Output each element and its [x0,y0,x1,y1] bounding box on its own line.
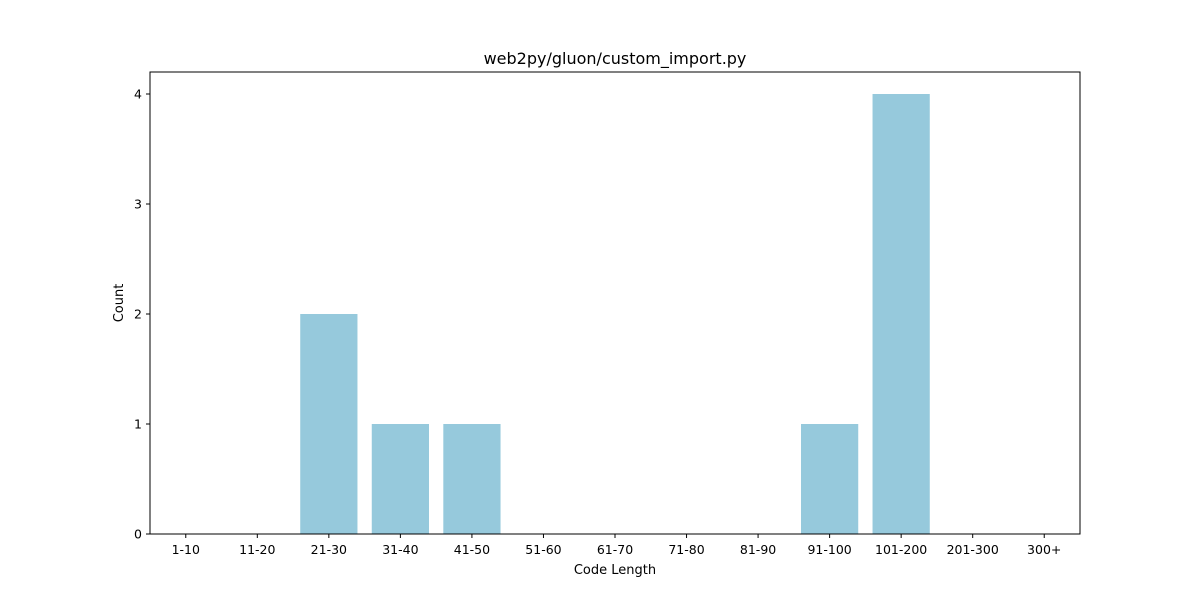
bar-101-200 [872,94,930,534]
x-tick-label: 31-40 [382,542,418,557]
bar-21-30 [300,314,358,534]
x-tick-label: 51-60 [525,542,561,557]
x-axis-ticks: 1-10 11-20 21-30 31-40 41-50 51-60 61-70 71-80 8… [172,534,1061,557]
x-tick-label: 300+ [1027,542,1061,557]
x-tick-label: 91-100 [807,542,851,557]
bar-41-50 [443,424,501,534]
x-tick-label: 61-70 [597,542,633,557]
bars-layer [300,94,930,534]
x-tick-label: 41-50 [454,542,490,557]
bar-91-100 [801,424,859,534]
x-tick-label: 11-20 [239,542,275,557]
bar-31-40 [371,424,429,534]
chart-title: web2py/gluon/custom_import.py [484,49,747,69]
y-tick-label: 4 [134,87,142,102]
x-tick-label: 21-30 [311,542,347,557]
y-tick-label: 3 [134,197,142,212]
x-tick-label: 71-80 [668,542,704,557]
y-axis-label: Count [112,284,127,323]
x-tick-label: 81-90 [740,542,776,557]
x-tick-label: 201-300 [947,542,999,557]
y-tick-label: 0 [134,527,142,542]
x-axis-label: Code Length [574,563,656,578]
x-tick-label: 1-10 [172,542,200,557]
y-axis-ticks: 0 1 2 3 4 [134,87,150,542]
y-tick-label: 1 [134,417,142,432]
x-tick-label: 101-200 [875,542,927,557]
y-tick-label: 2 [134,307,142,322]
plot-area-frame [149,71,1081,535]
